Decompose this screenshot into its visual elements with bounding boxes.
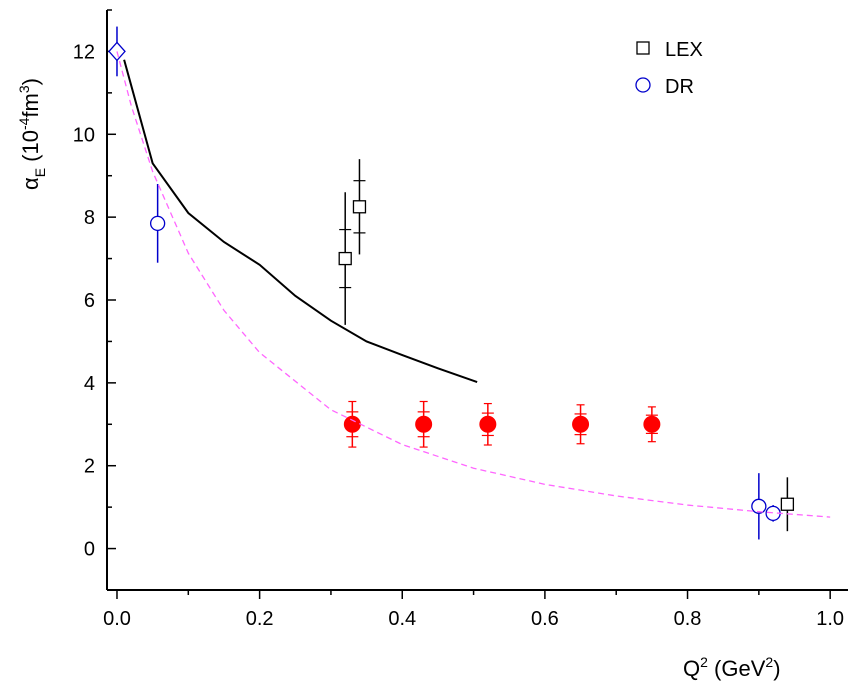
- y-axis-label-part: (10: [18, 130, 43, 168]
- marker: [338, 251, 352, 266]
- y-axis-label-part: ): [18, 78, 43, 85]
- marker: [635, 77, 651, 93]
- y-tick-label: 2: [84, 456, 95, 478]
- x-axis-label-part: 2: [765, 654, 773, 670]
- y-axis-label-part: -4: [16, 117, 32, 130]
- x-tick-label: 1.0: [816, 608, 844, 630]
- marker: [751, 498, 767, 514]
- x-tick-label: 0.4: [388, 608, 416, 630]
- legend-label: LEX: [665, 39, 703, 61]
- x-tick-label: 0.6: [531, 608, 559, 630]
- x-axis-label-part: 2: [700, 654, 708, 670]
- y-tick-label: 12: [73, 41, 95, 63]
- marker: [572, 415, 590, 433]
- y-axis-label-part: fm: [18, 93, 43, 117]
- marker: [643, 415, 661, 433]
- legend-label: DR: [665, 76, 694, 98]
- legend-item: DR: [635, 76, 694, 98]
- curve: [116, 51, 831, 518]
- x-tick-label: 0.8: [674, 608, 702, 630]
- y-tick-label: 8: [84, 207, 95, 229]
- y-axis-label-part: E: [32, 168, 48, 177]
- x-axis-label-part: Q: [683, 656, 700, 681]
- x-axis-label-part: ): [773, 656, 780, 681]
- y-tick-label: 0: [84, 539, 95, 561]
- marker: [479, 415, 497, 433]
- marker: [352, 200, 367, 214]
- marker: [343, 415, 361, 433]
- y-axis-label: αE (10-4fm3): [16, 78, 48, 190]
- x-axis-label-part: (GeV: [708, 656, 766, 681]
- x-tick-label: 0.0: [103, 608, 131, 630]
- legend-item: LEX: [636, 39, 703, 61]
- y-tick-label: 6: [84, 290, 95, 312]
- x-tick-label: 0.2: [246, 608, 274, 630]
- y-axis-label-part: α: [18, 177, 43, 190]
- x-axis-label: Q2 (GeV2): [683, 654, 781, 681]
- marker: [415, 415, 433, 433]
- marker: [780, 497, 795, 511]
- y-tick-label: 4: [84, 373, 95, 395]
- y-axis-label-part: 3: [16, 85, 32, 93]
- curve: [123, 59, 478, 383]
- marker: [149, 215, 166, 232]
- y-tick-label: 10: [73, 124, 95, 146]
- marker: [636, 41, 650, 55]
